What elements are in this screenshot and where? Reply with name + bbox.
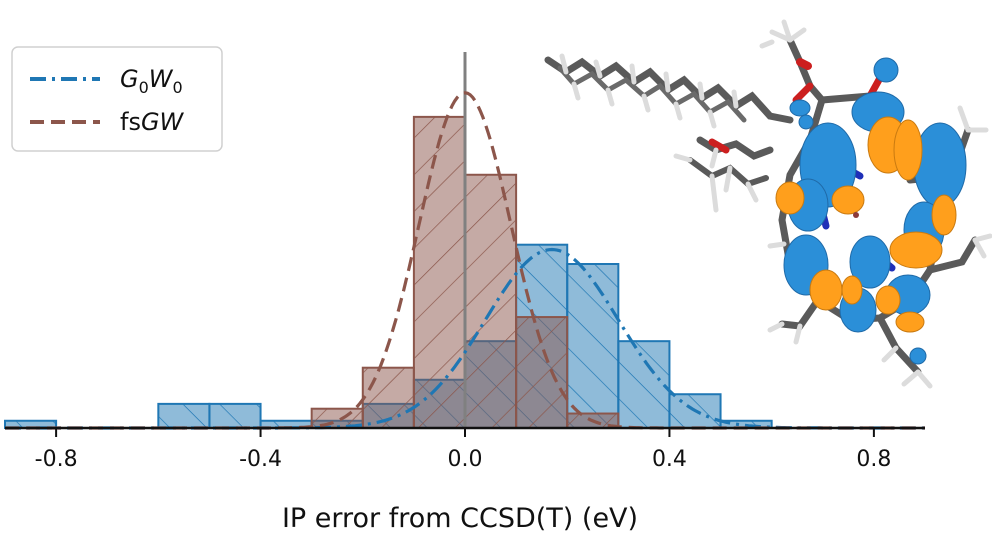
g0w0-bar-hatch <box>618 341 670 428</box>
fsgw-bar-hatch <box>516 317 568 428</box>
ester-group <box>759 19 884 104</box>
x-tick-label: -0.4 <box>239 447 282 472</box>
x-tick-label: 0.0 <box>448 447 483 472</box>
x-tick-label: 0.4 <box>652 447 687 472</box>
g0w0-bar-hatch <box>209 403 261 428</box>
fsgw-bar-hatch <box>413 116 465 428</box>
g0w0-gaussian-fit <box>5 247 925 430</box>
alkyl-chain <box>544 53 794 213</box>
molecule-orbital-inset <box>544 19 992 389</box>
fsgw-bars <box>310 115 620 430</box>
orbital-lobes-orange <box>775 116 957 333</box>
ring-hydrogens <box>767 105 992 389</box>
x-tick-label: 0.8 <box>856 447 891 472</box>
g0w0-bar-hatch <box>260 420 312 428</box>
legend: G0W0 fsGW <box>11 46 223 152</box>
x-axis-ticks: -0.8 -0.4 0.0 0.4 0.8 <box>35 428 891 472</box>
legend-label-fsgw: fsGW <box>120 108 185 136</box>
x-axis-label: IP error from CCSD(T) (eV) <box>282 503 638 534</box>
g0w0-bar-hatch <box>158 403 210 428</box>
g0w0-bar-hatch <box>567 264 619 428</box>
metal-center <box>853 212 859 218</box>
g0w0-bar-hatch <box>5 420 57 428</box>
legend-box <box>11 46 223 152</box>
x-tick-label: -0.8 <box>35 447 78 472</box>
chain-hydrogens <box>559 53 759 213</box>
legend-label-g0w0: G0W0 <box>120 65 183 97</box>
